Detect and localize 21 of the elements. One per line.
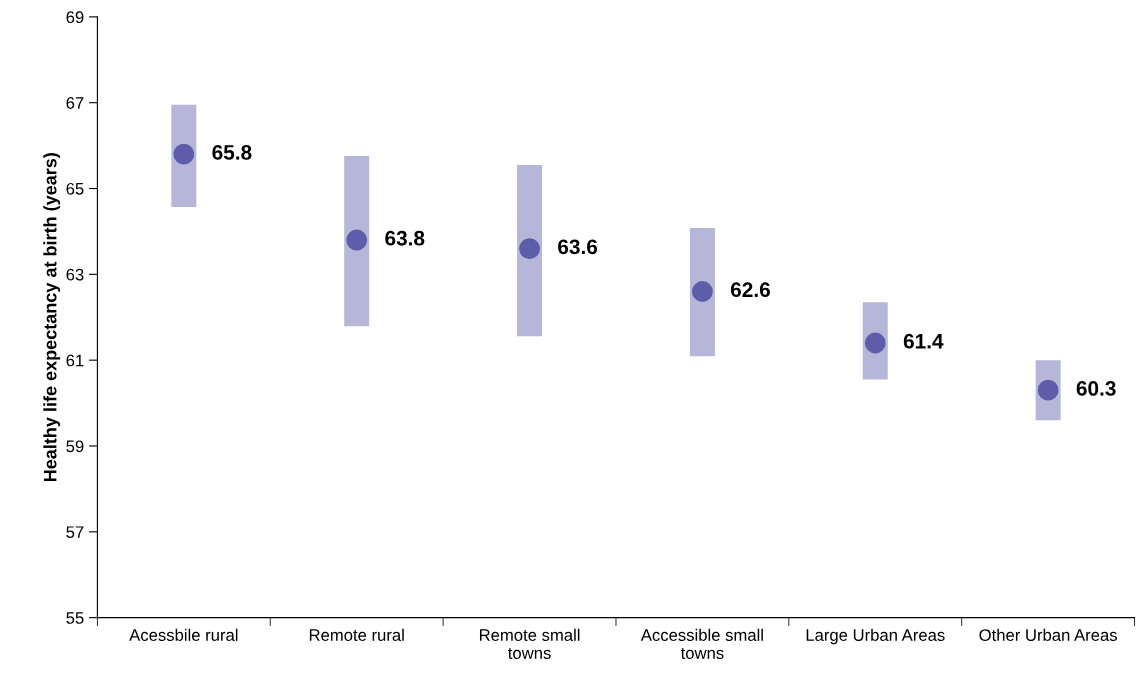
y-tick-label: 61	[66, 354, 84, 367]
x-tick-label: Large Urban Areas	[806, 628, 945, 645]
y-tick-label: 69	[66, 11, 84, 24]
y-tick-label: 55	[66, 612, 84, 624]
x-tick-label: Remote small towns	[479, 628, 580, 659]
data-label: 63.6	[558, 239, 598, 255]
data-label: 60.3	[1076, 381, 1116, 396]
y-tick-label: 65	[66, 182, 84, 195]
x-tick-label: Remote rural	[309, 628, 404, 641]
data-label: 61.4	[903, 333, 944, 349]
data-label: 65.8	[212, 145, 252, 160]
data-label: 62.6	[730, 282, 770, 298]
y-tick-label: 67	[66, 97, 84, 109]
x-tick-label: Accessible small towns	[640, 628, 763, 659]
data-label: 63.8	[385, 230, 425, 246]
x-tick-label: Other Urban Areas	[979, 628, 1117, 641]
y-tick-label: 59	[66, 440, 84, 453]
x-tick-label: Acessbile rural	[129, 628, 238, 641]
y-tick-label: 63	[66, 268, 84, 281]
y-axis-title: Healthy life expectancy at birth (years)	[43, 153, 61, 482]
y-tick-label: 57	[66, 526, 84, 539]
